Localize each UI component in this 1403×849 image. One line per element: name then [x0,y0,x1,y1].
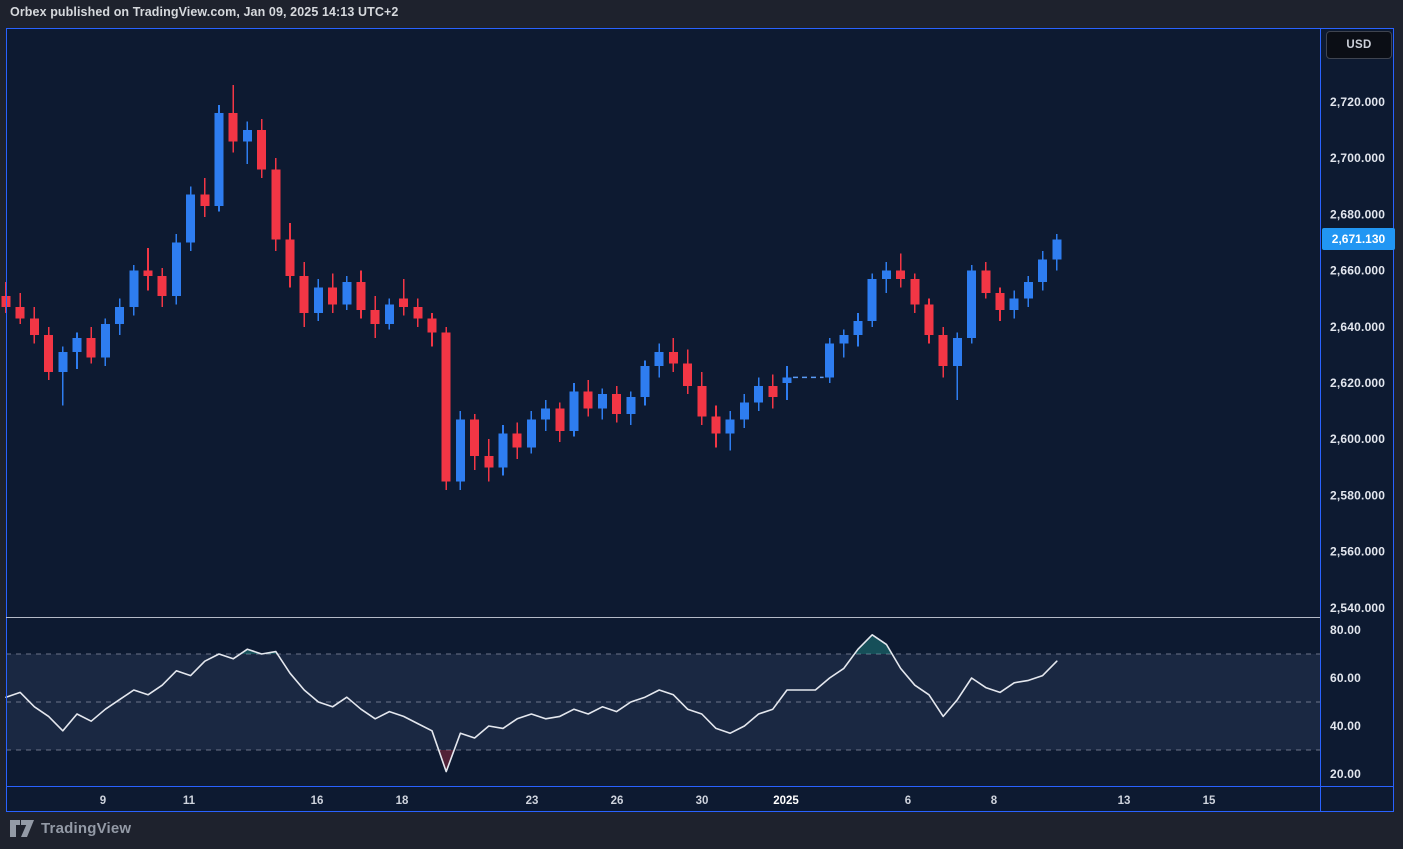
chart-background [6,28,1394,812]
price-axis[interactable]: 2,720.000 2,700.000 2,680.000 2,660.000 2,64… [1330,95,1385,615]
svg-text:2,640.000: 2,640.000 [1330,320,1385,334]
svg-text:2,560.000: 2,560.000 [1330,545,1385,559]
currency-label: USD [1346,39,1372,51]
chart-frame [6,28,1394,812]
svg-text:15: 15 [1203,795,1216,807]
svg-text:6: 6 [905,795,911,807]
currency-toggle-button[interactable]: USD [1326,31,1392,59]
time-axis[interactable]: 9 11 16 18 23 26 30 2025 6 8 13 15 [100,795,1216,807]
rsi-band [6,653,1320,751]
publish-caption: Orbex published on TradingView.com, Jan … [10,5,399,19]
svg-text:2,580.000: 2,580.000 [1330,488,1385,502]
candlestick-series [1,85,1062,490]
svg-text:60.00: 60.00 [1330,671,1361,685]
last-price-badge: 2,671.130 [1322,228,1395,250]
svg-text:30: 30 [696,795,709,807]
svg-text:2,600.000: 2,600.000 [1330,432,1385,446]
svg-text:80.00: 80.00 [1330,623,1361,637]
svg-text:20.00: 20.00 [1330,767,1361,781]
svg-text:11: 11 [183,795,196,807]
svg-text:2,720.000: 2,720.000 [1330,95,1385,109]
svg-text:16: 16 [311,795,324,807]
svg-text:26: 26 [611,795,624,807]
svg-text:2025: 2025 [773,795,799,807]
svg-text:13: 13 [1118,795,1131,807]
last-price-label: 2,671.130 [1331,232,1386,246]
tradingview-wordmark: TradingView [41,820,132,837]
svg-text:18: 18 [396,795,409,807]
svg-text:8: 8 [991,795,998,807]
svg-text:2,540.000: 2,540.000 [1330,601,1385,615]
svg-text:2,700.000: 2,700.000 [1330,151,1385,165]
rsi-axis[interactable]: 80.00 60.00 40.00 20.00 [1330,623,1361,781]
tradingview-logo-icon [10,820,34,837]
tradingview-logo[interactable]: TradingView [10,820,131,837]
svg-text:2,680.000: 2,680.000 [1330,207,1385,221]
svg-text:23: 23 [526,795,539,807]
rsi-plot [5,633,1058,773]
svg-text:40.00: 40.00 [1330,719,1361,733]
svg-text:9: 9 [100,795,106,807]
svg-text:2,620.000: 2,620.000 [1330,376,1385,390]
svg-text:2,660.000: 2,660.000 [1330,264,1385,278]
